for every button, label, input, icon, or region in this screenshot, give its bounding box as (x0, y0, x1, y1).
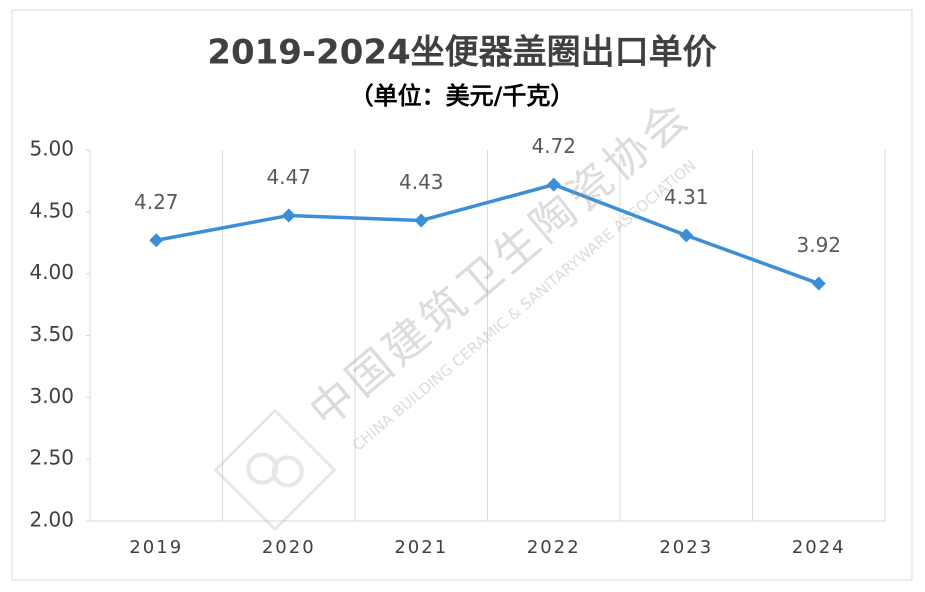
chart-title: 2019-2024坐便器盖圈出口单价 (207, 33, 716, 73)
y-tick-label: 2.00 (29, 508, 74, 532)
chart-frame (11, 9, 913, 581)
x-tick-label: 2021 (394, 537, 448, 558)
data-point (811, 276, 826, 291)
y-tick-label: 3.00 (29, 384, 74, 408)
data-point (281, 208, 296, 223)
data-label: 4.27 (134, 190, 179, 214)
x-tick-label: 2023 (659, 537, 713, 558)
data-label: 4.72 (531, 134, 576, 158)
y-tick-label: 3.50 (29, 322, 74, 346)
data-label: 4.31 (664, 185, 709, 209)
data-point (149, 233, 164, 248)
x-tick-label: 2022 (527, 537, 581, 558)
y-tick-label: 2.50 (29, 446, 74, 470)
data-point (414, 213, 429, 228)
y-tick-label: 4.00 (29, 260, 74, 284)
data-point (546, 177, 561, 192)
data-label: 3.92 (796, 233, 841, 257)
series-line (155, 182, 820, 286)
data-label: 4.47 (266, 165, 311, 189)
x-tick-label: 2020 (262, 537, 316, 558)
chart-subtitle: （单位：美元/千克） (350, 82, 575, 110)
x-tick-label: 2019 (129, 537, 183, 558)
data-label: 4.43 (399, 170, 444, 194)
data-point (679, 228, 694, 243)
watermark-logo (213, 408, 337, 532)
y-tick-label: 5.00 (29, 137, 74, 161)
y-tick-label: 4.50 (29, 198, 74, 222)
x-tick-label: 2024 (792, 537, 846, 558)
